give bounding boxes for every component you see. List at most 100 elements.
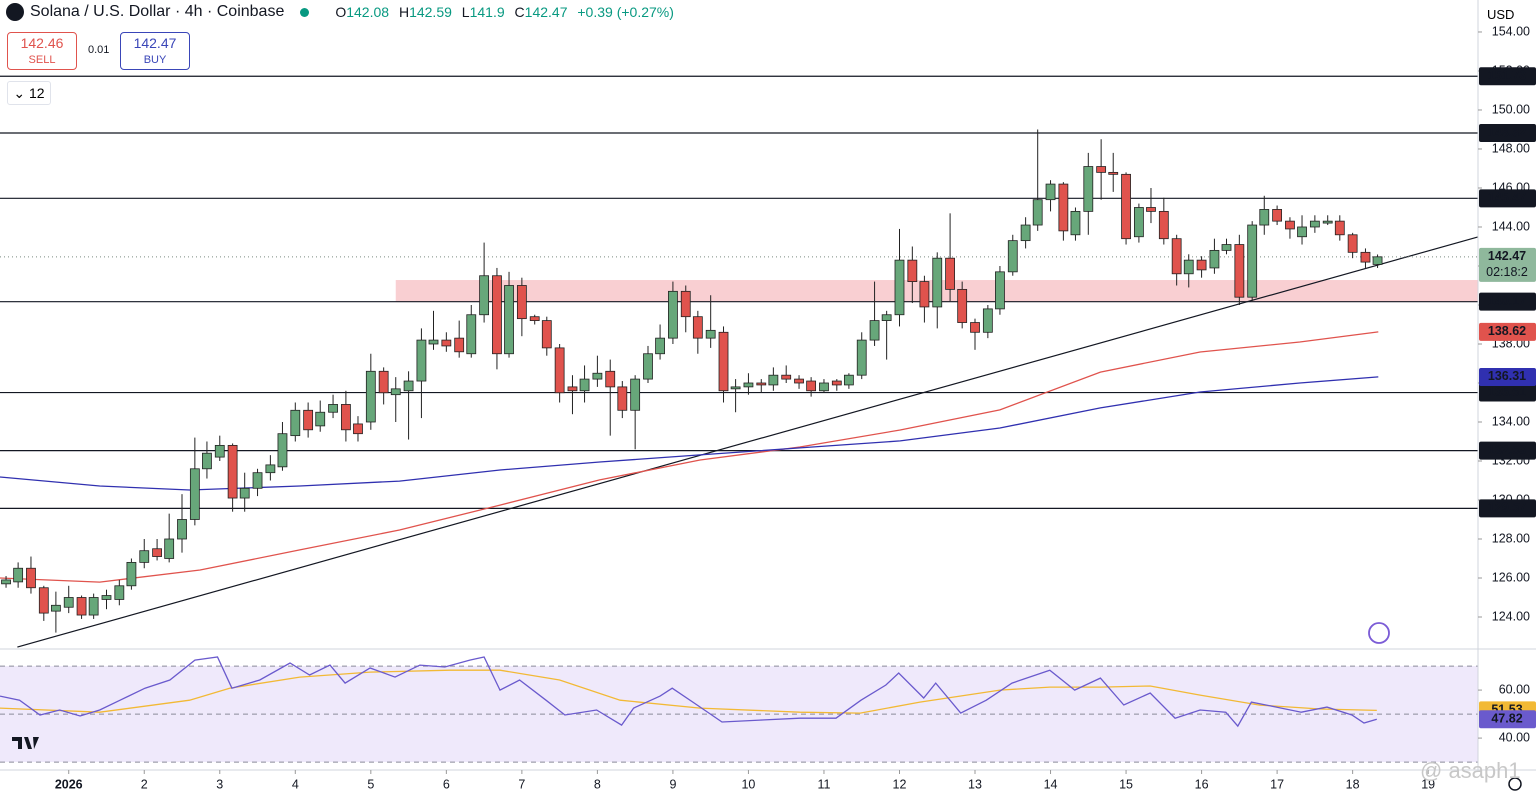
candle-body [843, 374, 854, 386]
x-tick-label: 6 [443, 777, 450, 791]
candle-body [1247, 224, 1258, 298]
candle-body [982, 308, 993, 333]
x-tick-label: 8 [594, 777, 601, 791]
candle-body [605, 370, 616, 388]
ohlc: O142.08 H142.59 L141.9 C142.47 +0.39 (+0… [329, 4, 674, 20]
level-label: 140.17 [1488, 294, 1526, 308]
candle-body [1108, 171, 1119, 175]
candle-body [1297, 226, 1307, 238]
candle-body [970, 322, 980, 333]
y-tick-label: 126.00 [1492, 570, 1530, 584]
candle-body [1334, 220, 1345, 236]
candle-body [139, 550, 150, 563]
candle-body [265, 464, 276, 474]
level-label: 132.53 [1488, 443, 1526, 457]
logo [12, 737, 39, 749]
candle-body [1146, 207, 1156, 212]
candle-body [617, 386, 628, 411]
x-tick-label: 3 [216, 777, 223, 791]
settings-icon [1508, 777, 1522, 791]
y-tick-label: 144.00 [1492, 219, 1530, 233]
ohlc-value: 142.59 [409, 4, 452, 20]
candle-body [1032, 199, 1043, 226]
candle-body [126, 561, 137, 587]
candle-body [655, 337, 665, 355]
rsi-ma [0, 669, 1377, 714]
level-label: 151.73 [1488, 69, 1526, 83]
currency[interactable]: USD [1487, 7, 1515, 22]
candle-body [50, 604, 61, 612]
candle-body [768, 374, 779, 386]
candle-body [1360, 251, 1371, 263]
level-label: 129.57 [1488, 501, 1526, 515]
spread: 0.01 [88, 44, 110, 56]
buy-label: BUY [143, 54, 167, 66]
trendline [17, 236, 1479, 648]
candle-body [1045, 183, 1056, 201]
candle-body [819, 382, 829, 392]
x-tick-label: 9 [669, 777, 676, 791]
candle-body [239, 487, 250, 499]
candle-body [680, 290, 691, 318]
x-tick-label: 7 [518, 777, 525, 791]
candle-body [1070, 210, 1081, 236]
ohlc-label: L [461, 4, 470, 20]
symbol[interactable]: Solana / U.S. Dollar · 4h · Coinbase [30, 3, 285, 20]
countdown: 02:18:2 [1486, 265, 1528, 279]
indicator-count: 12 [29, 85, 45, 101]
candle-body [189, 468, 200, 520]
candle-body [1221, 244, 1232, 251]
candle-body [492, 275, 502, 355]
candle-body [328, 404, 338, 413]
candle-body [831, 380, 842, 386]
rsi-label-box [1479, 710, 1536, 729]
candle-body [756, 382, 767, 386]
candle-body [466, 314, 477, 355]
level-label: 148.82 [1488, 125, 1526, 139]
rsi-tick-label: 40.00 [1499, 730, 1530, 744]
candle-body [718, 331, 729, 392]
x-tick-label: 13 [968, 777, 982, 791]
x-tick-label: 10 [741, 777, 755, 791]
level-label: 145.47 [1488, 191, 1526, 205]
sell-button[interactable]: 142.46 SELL [7, 32, 77, 70]
candle-body [504, 285, 514, 355]
candle-body [1196, 259, 1207, 271]
x-tick-label: 18 [1346, 777, 1360, 791]
candle-body [441, 339, 452, 347]
x-tick-label: 5 [367, 777, 374, 791]
candle-body [1347, 234, 1358, 253]
x-tick-label: 16 [1195, 777, 1209, 791]
candle-body [164, 538, 175, 559]
candle-body [340, 404, 351, 431]
candle-body [894, 259, 905, 316]
candle-body [152, 548, 162, 557]
y-tick-label: 148.00 [1492, 141, 1530, 155]
moving-average [0, 331, 1379, 583]
candle-body [579, 378, 590, 392]
candle-body [1121, 173, 1131, 240]
header: Solana / U.S. Dollar · 4h · Coinbase O14… [6, 3, 674, 21]
candle-body [743, 382, 754, 388]
candle-body [277, 433, 288, 468]
rsi-tick-label: 60.00 [1499, 682, 1530, 696]
candle-body [315, 411, 326, 427]
indicator-toggle[interactable]: ⌄ 12 [7, 81, 51, 105]
candle-body [479, 275, 490, 316]
candle-body [252, 472, 263, 489]
candle-body [390, 388, 401, 396]
candle-body [63, 597, 74, 608]
candle-body [1058, 183, 1069, 232]
candle-body [303, 409, 314, 431]
ma-label-box [1479, 367, 1536, 386]
change: +0.39 (+0.27%) [577, 4, 674, 20]
candle-body [995, 271, 1005, 310]
price-label: 142.47 [1488, 249, 1526, 263]
sell-price: 142.46 [20, 35, 64, 51]
symbol-icon [6, 3, 24, 21]
candle-body [378, 370, 389, 394]
candle-body [114, 585, 125, 600]
candle-body [730, 386, 741, 390]
candle-body [454, 337, 465, 353]
buy-button[interactable]: 142.47 BUY [120, 32, 190, 70]
